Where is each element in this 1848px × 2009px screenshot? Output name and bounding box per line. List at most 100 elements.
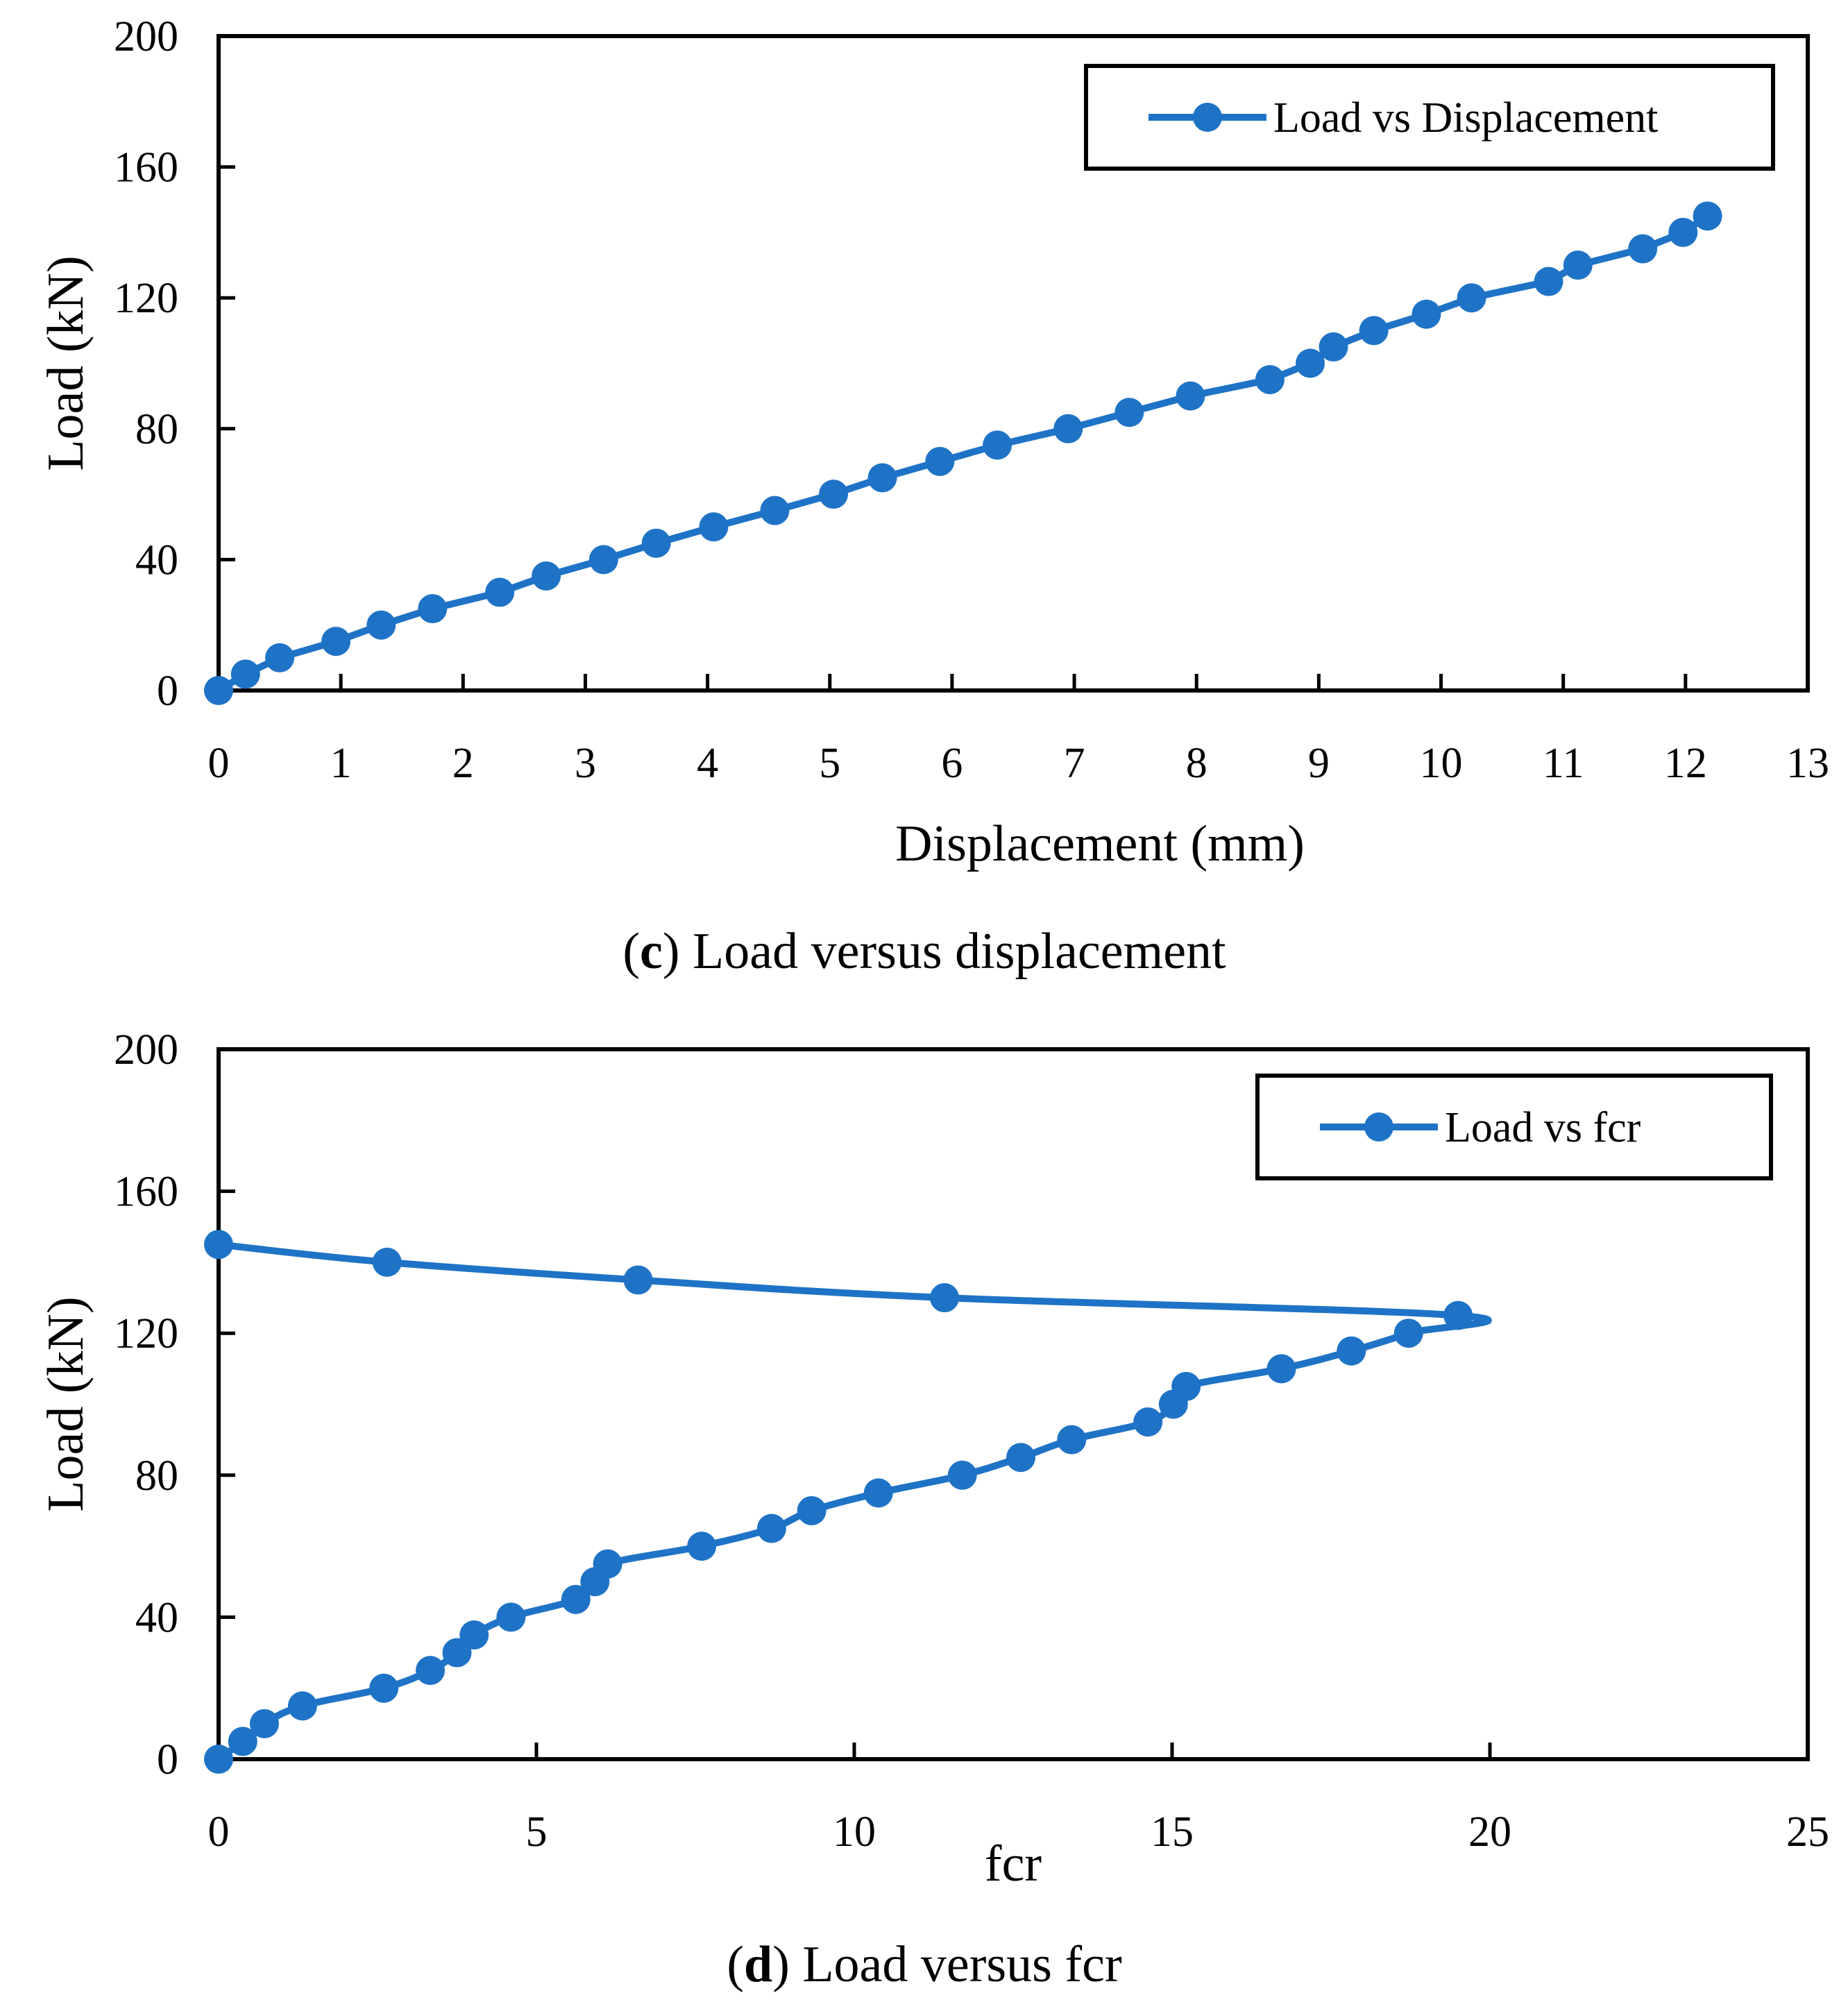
data-point — [1337, 1336, 1366, 1366]
data-point — [496, 1602, 526, 1632]
x-tick-label: 6 — [941, 740, 963, 787]
data-point — [588, 545, 618, 575]
data-point — [1006, 1443, 1035, 1473]
data-point — [1563, 251, 1593, 280]
data-point — [369, 1673, 399, 1703]
figure-caption: (d) Load versus fcr — [727, 1936, 1121, 1993]
data-point — [623, 1265, 653, 1295]
x-tick-label: 0 — [208, 1808, 230, 1856]
data-point — [204, 676, 233, 705]
data-point — [485, 577, 515, 607]
data-point — [760, 495, 790, 525]
data-point — [797, 1495, 826, 1525]
x-tick-label: 2 — [452, 740, 474, 787]
legend-label: Load vs Displacement — [1273, 94, 1658, 142]
data-point — [983, 430, 1012, 460]
data-point — [1176, 381, 1205, 411]
data-point — [947, 1460, 977, 1490]
data-point — [687, 1532, 717, 1561]
y-tick-label: 80 — [135, 1452, 178, 1500]
data-point — [204, 1230, 233, 1260]
data-point — [593, 1549, 622, 1579]
y-tick-label: 120 — [114, 275, 178, 322]
data-point — [1296, 348, 1325, 378]
data-point — [1628, 234, 1658, 264]
caption-open: ( — [727, 1936, 744, 1993]
data-point — [1255, 365, 1285, 395]
x-tick-label: 13 — [1786, 740, 1829, 787]
data-point — [561, 1584, 591, 1614]
caption-letter: d — [744, 1936, 772, 1993]
x-tick-label: 25 — [1786, 1808, 1829, 1856]
data-point — [1668, 217, 1698, 247]
data-point — [228, 1727, 257, 1756]
series-line — [215, 1241, 1492, 1763]
data-point — [925, 446, 955, 476]
x-tick-label: 8 — [1186, 740, 1207, 787]
y-axis-title: Load (kN) — [37, 255, 94, 471]
y-axis-title: Load (kN) — [37, 1296, 94, 1511]
caption-text: ) Load versus displacement — [663, 923, 1226, 980]
x-tick-label: 10 — [1420, 740, 1463, 787]
data-point — [265, 643, 295, 672]
caption-open: ( — [622, 923, 640, 980]
data-point — [699, 512, 729, 542]
data-point — [1319, 332, 1348, 362]
data-point — [230, 659, 260, 689]
data-point — [418, 594, 448, 624]
data-point — [249, 1709, 279, 1738]
y-tick-label: 200 — [114, 1026, 178, 1074]
plot-frame — [217, 1047, 1810, 1761]
figure-caption: (c) Load versus displacement — [622, 923, 1226, 980]
data-point — [756, 1514, 786, 1543]
y-tick-label: 40 — [135, 536, 178, 584]
data-point — [204, 1745, 233, 1774]
data-point — [1053, 414, 1083, 443]
x-axis-title: Displacement (mm) — [895, 815, 1305, 872]
caption-text: ) Load versus fcr — [772, 1936, 1121, 1993]
x-tick-label: 3 — [575, 740, 596, 787]
x-tick-label: 20 — [1468, 1808, 1511, 1856]
data-point — [1393, 1319, 1423, 1348]
data-point — [641, 528, 671, 558]
data-point — [867, 463, 897, 493]
x-tick-label: 12 — [1664, 740, 1707, 787]
y-tick-label: 80 — [135, 406, 178, 453]
chart-load-vs-fcr: 0 40 80 120 160 200 0 5 10 15 20 25 fcr Load (kN) Load… — [37, 1026, 1829, 1993]
y-tick-label: 160 — [114, 144, 178, 192]
data-point — [372, 1247, 402, 1277]
x-tick-label: 7 — [1064, 740, 1085, 787]
x-tick-label: 1 — [330, 740, 352, 787]
data-point — [863, 1478, 893, 1508]
caption-letter: c — [640, 923, 663, 980]
data-point — [287, 1691, 317, 1721]
data-point — [1534, 266, 1563, 296]
data-point — [1171, 1371, 1201, 1401]
data-point — [459, 1620, 489, 1650]
x-tick-label: 10 — [833, 1808, 876, 1856]
data-point — [819, 480, 849, 509]
data-point — [1057, 1425, 1087, 1455]
data-point — [321, 627, 351, 656]
legend-marker — [1193, 103, 1222, 132]
x-tick-label: 15 — [1151, 1808, 1194, 1856]
data-point — [1443, 1300, 1473, 1330]
data-point — [366, 610, 396, 640]
x-tick-label: 5 — [526, 1808, 548, 1856]
plot-frame — [217, 34, 1810, 693]
x-tick-label: 11 — [1543, 740, 1584, 787]
data-point — [1693, 201, 1722, 231]
data-point — [930, 1283, 960, 1313]
data-point — [532, 561, 561, 591]
y-tick-label: 200 — [114, 13, 178, 60]
x-axis-title: fcr — [985, 1836, 1042, 1892]
data-point — [1114, 398, 1144, 427]
data-point — [1359, 316, 1389, 346]
y-tick-label: 160 — [114, 1169, 178, 1216]
data-point — [416, 1656, 446, 1686]
x-tick-label: 5 — [819, 740, 840, 787]
data-point — [1412, 299, 1441, 329]
x-tick-label: 0 — [208, 740, 230, 787]
data-point — [1457, 283, 1486, 313]
